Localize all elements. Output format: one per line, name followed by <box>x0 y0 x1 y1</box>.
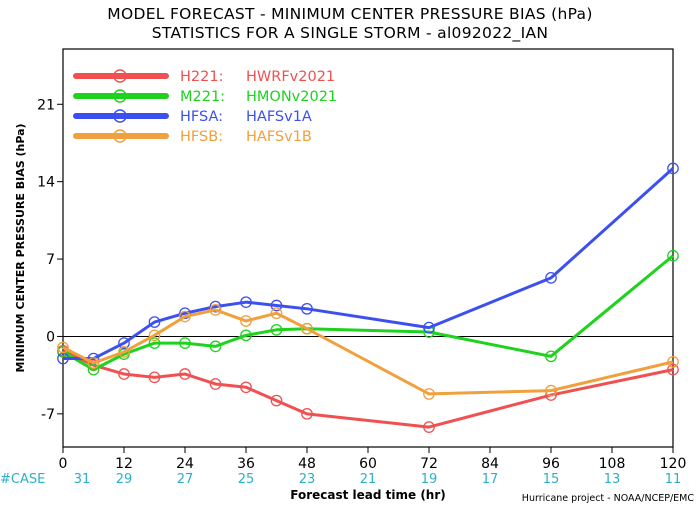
data-point <box>179 368 191 380</box>
data-point <box>545 350 557 363</box>
x-axis: 0 12 24 36 48 60 72 84 96 108 120 <box>59 447 687 472</box>
data-point <box>270 323 283 336</box>
data-point <box>148 329 161 342</box>
data-point <box>240 315 252 327</box>
data-point <box>148 316 161 328</box>
series-HAFSv1B <box>57 304 679 400</box>
x-tick-label: 84 <box>481 456 499 472</box>
series-HWRFv2021 <box>57 344 679 433</box>
data-point <box>148 371 161 384</box>
data-point <box>667 363 679 376</box>
data-point <box>423 421 435 433</box>
data-point <box>57 352 69 365</box>
x-tick-label: 12 <box>115 456 133 472</box>
legend-marker <box>113 89 127 103</box>
legend-marker <box>113 69 127 83</box>
chart-title: MODEL FORECAST - MINIMUM CENTER PRESSURE… <box>107 5 592 23</box>
data-point <box>240 381 252 394</box>
x-tick-label: 24 <box>176 456 194 472</box>
case-count: 13 <box>604 472 621 487</box>
x-tick-label: 72 <box>420 456 438 472</box>
x-tick-label: 108 <box>599 456 626 472</box>
data-point <box>240 296 252 309</box>
series-layer <box>57 162 679 433</box>
data-point <box>209 378 222 390</box>
legend-name: HAFSv1B <box>246 129 312 145</box>
x-tick-label: 96 <box>542 456 560 472</box>
legend-code: HFSA: <box>180 109 223 125</box>
case-count: 27 <box>177 472 194 487</box>
data-point <box>270 307 283 320</box>
legend-item: HFSB: HAFSv1B <box>73 129 312 145</box>
data-point <box>87 357 100 369</box>
y-tick-label: -7 <box>41 407 55 423</box>
data-point <box>179 310 191 323</box>
legend-code: H221: <box>180 69 223 85</box>
data-point <box>423 388 435 400</box>
case-count: 29 <box>116 472 133 487</box>
legend-item: M221: HMONv2021 <box>73 89 337 105</box>
data-point <box>545 271 557 284</box>
series-HMONv2021 <box>57 249 679 376</box>
data-point <box>209 304 222 316</box>
data-point <box>148 337 161 349</box>
case-count: 21 <box>360 472 377 487</box>
legend-item: HFSA: HAFSv1A <box>73 109 312 125</box>
data-point <box>240 329 252 342</box>
credit: Hurricane project - NOAA/NCEP/EMC <box>522 493 695 504</box>
x-tick-label: 48 <box>298 456 316 472</box>
y-tick-label: 0 <box>46 329 55 345</box>
data-point <box>423 321 435 334</box>
case-counts: 31 29 27 25 23 21 19 17 15 13 11 <box>74 472 682 487</box>
legend-code: HFSB: <box>180 129 223 145</box>
data-point <box>301 407 313 420</box>
data-point <box>179 307 191 320</box>
legend-marker <box>113 129 127 143</box>
data-point <box>270 394 283 407</box>
case-count: 19 <box>421 472 438 487</box>
legend-code: M221: <box>180 89 225 105</box>
legend-item: H221: HWRFv2021 <box>73 69 335 85</box>
series-HAFSv1A <box>57 162 679 365</box>
case-count: 31 <box>74 472 91 487</box>
case-count: 11 <box>665 472 682 487</box>
legend: H221: HWRFv2021 M221: HMONv2021 HFSA: HAFSv1A… <box>73 69 337 145</box>
data-point <box>118 337 130 349</box>
data-point <box>667 356 679 368</box>
x-tick-label: 36 <box>237 456 255 472</box>
y-tick-label: 7 <box>46 252 55 268</box>
x-tick-label: 120 <box>660 456 687 472</box>
data-point <box>57 341 69 354</box>
data-point <box>179 337 191 349</box>
data-point <box>301 302 313 315</box>
data-point <box>118 346 130 358</box>
y-axis: -7 0 7 14 21 <box>37 97 63 423</box>
legend-marker <box>113 109 127 123</box>
case-label: #CASE <box>0 472 45 487</box>
data-point <box>667 162 679 175</box>
y-tick-label: 21 <box>37 97 55 113</box>
case-count: 17 <box>482 472 499 487</box>
data-point <box>118 368 130 380</box>
legend-name: HMONv2021 <box>246 89 337 105</box>
data-point <box>545 384 557 397</box>
x-axis-label: Forecast lead time (hr) <box>290 488 446 502</box>
data-point <box>209 300 222 313</box>
x-tick-label: 0 <box>59 456 68 472</box>
case-count: 15 <box>543 472 560 487</box>
data-point <box>301 322 313 335</box>
legend-name: HAFSv1A <box>246 109 312 125</box>
y-axis-label: MINIMUM CENTER PRESSURE BIAS (hPa) <box>14 123 27 372</box>
x-tick-label: 60 <box>359 456 377 472</box>
data-point <box>667 249 679 262</box>
series-line <box>62 254 674 372</box>
case-count: 23 <box>299 472 316 487</box>
chart-subtitle: STATISTICS FOR A SINGLE STORM - al092022… <box>152 24 549 43</box>
data-point <box>209 340 222 353</box>
data-point <box>270 299 283 312</box>
case-count: 25 <box>238 472 255 487</box>
y-tick-label: 14 <box>37 175 55 191</box>
legend-name: HWRFv2021 <box>246 69 335 85</box>
